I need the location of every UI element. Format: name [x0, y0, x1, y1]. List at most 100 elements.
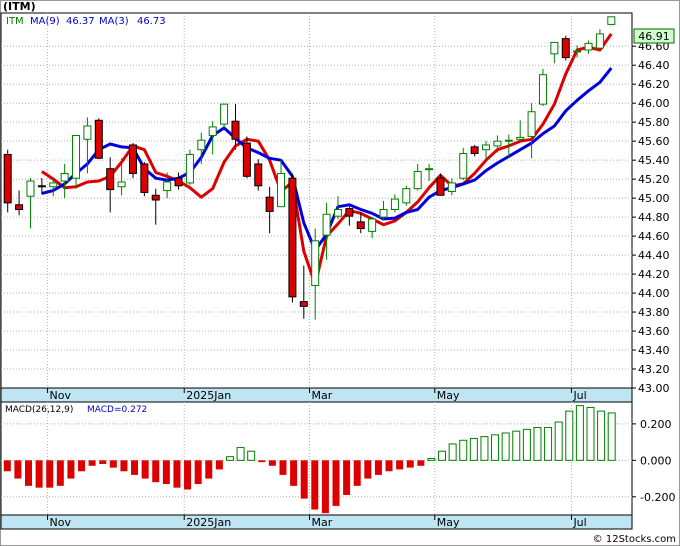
macd-bar: [184, 460, 192, 490]
price-xtick-label: May: [437, 389, 460, 402]
macd-bar: [501, 432, 510, 461]
macd-bar: [131, 460, 139, 475]
candle-body: [185, 153, 194, 184]
price-panel: [0, 12, 633, 389]
macd-tick-label: -0.200: [640, 491, 675, 504]
macd-bar: [374, 460, 382, 475]
macd-bar: [120, 460, 128, 472]
candle-body: [516, 136, 525, 140]
macd-bar: [554, 421, 563, 461]
price-tick-label: 44.40: [638, 249, 670, 262]
candle-body: [402, 188, 411, 204]
macd-bar: [236, 447, 245, 461]
macd-bar: [343, 460, 351, 495]
candle-body: [117, 181, 126, 188]
macd-bar: [194, 460, 202, 485]
macd-bar: [364, 460, 372, 479]
price-tick-label: 43.00: [638, 382, 670, 395]
candlesticks: [3, 16, 616, 320]
macd-bar: [586, 406, 595, 461]
price-tick-label: 43.80: [638, 306, 670, 319]
candle-body: [174, 177, 183, 187]
price-tick-label: 45.40: [638, 154, 670, 167]
macd-bar: [215, 460, 223, 470]
legend-ma9-value: 46.37: [66, 16, 95, 27]
candle-body: [573, 50, 582, 53]
candle-body: [356, 221, 365, 230]
macd-bar: [35, 460, 43, 488]
legend-ma9-label: MA(9): [30, 16, 60, 27]
candle-body: [493, 140, 502, 147]
macd-bar: [225, 456, 234, 461]
macd-bar: [565, 410, 574, 461]
macd-bar: [268, 460, 276, 466]
candle-body: [83, 125, 92, 140]
macd-tick-label: 0.200: [640, 418, 672, 431]
candle-body: [277, 172, 286, 208]
macd-bar: [14, 460, 22, 479]
candle-body: [607, 16, 616, 25]
macd-bar: [607, 412, 616, 461]
macd-xaxis-labels: Nov2025JanMarMayJulSep: [47, 515, 587, 529]
candle-body: [504, 139, 513, 142]
macd-bar: [353, 460, 361, 486]
macd-bar: [162, 460, 170, 485]
macd-bar: [99, 460, 107, 464]
candle-body: [333, 209, 342, 217]
price-tick-label: 46.40: [638, 59, 670, 72]
candle-body: [595, 33, 604, 49]
macd-bar: [300, 460, 308, 499]
macd-xtick-label: Jul: [572, 516, 586, 529]
candle-body: [379, 209, 388, 218]
macd-tick-label: 0.000: [640, 454, 672, 467]
candle-body: [106, 168, 115, 191]
candle-body: [151, 194, 160, 201]
candle-body: [242, 142, 251, 177]
macd-bar: [46, 460, 54, 488]
candle-body: [37, 185, 46, 188]
price-xtick-label: 2025Jan: [186, 389, 231, 402]
price-tick-label: 43.40: [638, 344, 670, 357]
macd-bar: [290, 460, 298, 486]
macd-bar: [67, 460, 75, 479]
macd-bar: [533, 427, 542, 461]
legend-ticker: ITM: [6, 16, 24, 27]
price-tick-label: 44.80: [638, 211, 670, 224]
price-tick-label: 46.20: [638, 78, 670, 91]
macd-bar: [25, 460, 33, 486]
macd-bar: [247, 450, 256, 461]
candle-body: [436, 177, 445, 196]
candle-body: [425, 168, 434, 171]
last-price-box: [633, 28, 675, 44]
last-price-label: 46.91: [638, 30, 670, 43]
macd-bar: [152, 460, 160, 483]
candle-body: [459, 153, 468, 179]
macd-xaxis-band: [0, 514, 633, 530]
macd-bar: [109, 460, 117, 468]
macd-bar: [205, 460, 213, 479]
price-tick-label: 43.20: [638, 363, 670, 376]
price-xaxis-labels: Nov2025JanMarMayJulSep: [47, 388, 587, 402]
price-xtick-label: Jul: [572, 389, 586, 402]
candle-body: [15, 204, 24, 211]
macd-bar: [459, 439, 468, 461]
candle-body: [413, 171, 422, 190]
price-tick-label: 44.20: [638, 268, 670, 281]
price-tick-label: 45.20: [638, 173, 670, 186]
price-xtick-label: Mar: [312, 389, 333, 402]
candle-body: [220, 103, 229, 125]
macd-bar: [173, 460, 181, 488]
price-tick-label: 46.00: [638, 97, 670, 110]
candle-body: [231, 120, 240, 140]
macd-bar: [417, 460, 425, 466]
macd-value-label: MACD=0.272: [87, 405, 147, 415]
price-tick-label: 45.00: [638, 192, 670, 205]
candle-body: [527, 111, 536, 137]
macd-xtick-label: Mar: [312, 516, 333, 529]
macd-bar: [427, 458, 436, 461]
price-axis-labels: 46.6046.4046.2046.0045.8045.6045.4045.20…: [632, 40, 670, 395]
price-tick-label: 45.60: [638, 135, 670, 148]
macd-bar: [480, 436, 489, 461]
macd-bar: [279, 460, 287, 475]
